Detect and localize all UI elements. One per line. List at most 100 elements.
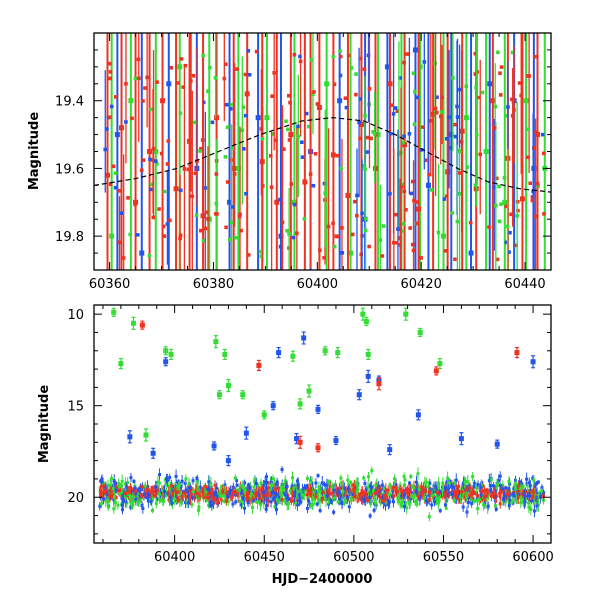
bottom-point-2-3 <box>433 368 439 374</box>
bottom-point-0-7 <box>415 412 421 418</box>
top-point-2-10 <box>244 91 250 97</box>
top-point-1-12 <box>417 64 423 70</box>
bottom-point-0-19 <box>225 458 231 464</box>
top-ylabel: Magnitude <box>27 112 42 191</box>
bottom-point-1-7 <box>222 351 228 357</box>
top-point-0-6 <box>278 233 284 239</box>
top-point-1-10 <box>375 132 381 138</box>
bottom-point-1-13 <box>335 350 341 356</box>
top-point-2-21 <box>402 142 408 148</box>
bottom-point-0-2 <box>301 335 307 341</box>
bottom-point-1-19 <box>437 361 443 367</box>
bottom-dense-band <box>98 466 546 522</box>
top-point-1-9 <box>348 250 354 256</box>
top-xtick-label-1: 60380 <box>193 277 234 292</box>
bottom-point-0-1 <box>276 350 282 356</box>
bottom-point-0-8 <box>530 359 536 365</box>
bottom-xtick-label-2: 60500 <box>333 550 374 565</box>
top-point-1-2 <box>153 149 159 154</box>
bottom-series-2 <box>139 320 520 453</box>
bottom-ytick-label-0: 10 <box>67 308 84 323</box>
bottom-point-1-6 <box>216 392 222 398</box>
top-xtick-label-4: 60440 <box>504 277 545 292</box>
bottom-point-0-5 <box>365 373 371 379</box>
bottom-xlabel: HJD−2400000 <box>272 572 373 587</box>
top-point-2-4 <box>160 98 166 104</box>
bottom-point-1-14 <box>360 311 366 317</box>
bottom-xtick-label-3: 60550 <box>423 550 464 565</box>
top-point-0-14 <box>468 250 474 256</box>
top-point-2-13 <box>288 132 294 138</box>
bottom-point-2-4 <box>514 350 520 356</box>
top-point-0-17 <box>531 165 537 171</box>
bottom-point-1-3 <box>163 348 169 354</box>
top-point-0-1 <box>139 250 145 256</box>
top-panel: 60360 60380 60400 60420 60440 19.4 19.6 19.8 Ma… <box>27 32 552 292</box>
bottom-point-0-12 <box>211 443 217 449</box>
bottom-point-0-10 <box>294 436 300 442</box>
top-point-2-2 <box>133 199 139 205</box>
bottom-point-1-2 <box>130 320 136 326</box>
top-point-2-16 <box>330 152 336 158</box>
bottom-point-1-12 <box>322 348 328 354</box>
bottom-point-1-17 <box>403 311 409 317</box>
bottom-point-2-0 <box>139 322 145 328</box>
top-point-2-18 <box>358 121 364 127</box>
bottom-point-0-9 <box>270 403 276 409</box>
top-point-2-22 <box>416 206 422 212</box>
top-point-2-7 <box>200 213 206 219</box>
bottom-point-1-0 <box>111 309 117 315</box>
top-point-0-2 <box>166 81 172 87</box>
top-point-2-29 <box>519 196 525 202</box>
bottom-xtick-label-1: 60450 <box>244 550 285 565</box>
bottom-panel-data <box>98 307 546 522</box>
bottom-xtick-label-0: 60400 <box>154 550 195 565</box>
bottom-point-2-1 <box>256 362 262 368</box>
top-point-0-4 <box>227 199 233 205</box>
bottom-point-0-16 <box>387 447 393 453</box>
top-point-0-15 <box>487 81 493 87</box>
top-xtick-label-0: 60360 <box>89 277 130 292</box>
bottom-point-1-20 <box>143 432 149 438</box>
top-point-2-14 <box>302 179 308 185</box>
top-point-1-1 <box>128 98 134 104</box>
top-point-2-5 <box>173 186 179 192</box>
bottom-series-1 <box>111 307 443 442</box>
top-point-1-7 <box>291 199 297 205</box>
top-point-2-15 <box>316 104 322 110</box>
bottom-point-0-15 <box>333 437 339 443</box>
top-ytick-label-1: 19.6 <box>55 162 84 177</box>
top-point-2-27 <box>490 98 496 104</box>
top-point-1-5 <box>235 165 241 171</box>
bottom-point-2-5 <box>297 439 303 445</box>
top-filler-points <box>103 33 546 270</box>
top-point-1-17 <box>523 98 529 104</box>
top-point-2-0 <box>105 172 111 178</box>
bottom-panel-frame <box>93 304 552 544</box>
bottom-point-0-14 <box>127 434 133 440</box>
top-point-0-13 <box>448 132 454 138</box>
top-xtick-label-2: 60400 <box>297 277 338 292</box>
bottom-point-1-9 <box>240 392 246 398</box>
top-point-2-17 <box>345 193 351 199</box>
bottom-ylabel: Magnitude <box>37 385 52 464</box>
top-point-2-24 <box>445 169 451 175</box>
bottom-point-2-2 <box>376 381 382 387</box>
bottom-point-1-8 <box>225 383 231 389</box>
top-point-2-8 <box>214 115 220 121</box>
bottom-panel-axes: 60400 60450 60500 60550 60600 10 15 20 <box>67 305 554 565</box>
top-point-2-1 <box>119 125 125 131</box>
bottom-point-1-15 <box>363 318 369 324</box>
top-point-1-15 <box>483 149 489 154</box>
top-panel-axes: 60360 60380 60400 60420 60440 19.4 19.6 19.8 <box>55 32 552 292</box>
bottom-point-1-22 <box>297 401 303 407</box>
bottom-point-1-11 <box>306 388 312 394</box>
top-series-2 <box>105 33 540 270</box>
bottom-point-1-5 <box>213 339 219 345</box>
bottom-point-1-1 <box>118 361 124 367</box>
bottom-point-0-0 <box>163 359 169 365</box>
bottom-series-0 <box>127 331 536 467</box>
bottom-xtick-label-4: 60600 <box>512 550 553 565</box>
bottom-ytick-label-2: 20 <box>67 491 84 506</box>
